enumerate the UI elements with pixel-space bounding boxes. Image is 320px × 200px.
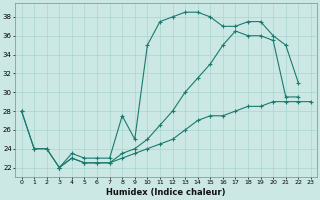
X-axis label: Humidex (Indice chaleur): Humidex (Indice chaleur) (107, 188, 226, 197)
